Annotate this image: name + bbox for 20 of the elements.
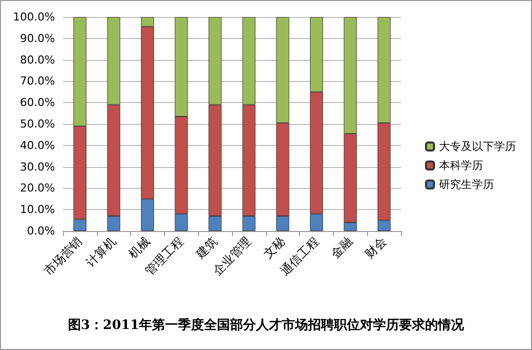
y-tick-label: 40.0% bbox=[20, 138, 55, 152]
x-tick-label: 计算机 bbox=[83, 234, 119, 270]
y-tick-label: 10.0% bbox=[20, 203, 55, 216]
x-tick-label: 建筑 bbox=[192, 234, 220, 262]
x-tick-label: 金融 bbox=[328, 234, 356, 261]
y-tick-label: 100.0% bbox=[13, 10, 55, 24]
y-tick-label: 50.0% bbox=[20, 118, 55, 130]
y-tick-label: 30.0% bbox=[20, 160, 55, 174]
y-tick-label: 90.0% bbox=[20, 32, 55, 45]
legend-label: 研究生学历 bbox=[439, 178, 494, 191]
y-tick-label: 60.0% bbox=[20, 96, 55, 110]
text: 图3：2011年第一季度全国部分人才市场招聘职位对学历要求的情况 bbox=[68, 317, 466, 333]
y-tick-label: 20.0% bbox=[20, 182, 55, 195]
legend-label: 大专及以下学历 bbox=[439, 140, 516, 153]
x-tick-label: 文秘 bbox=[260, 234, 288, 261]
y-tick-label: 70.0% bbox=[20, 74, 55, 88]
x-tick-label: 财会 bbox=[362, 234, 390, 261]
x-tick-label: 机械 bbox=[126, 234, 152, 261]
legend-label: 本科学历 bbox=[439, 159, 483, 172]
y-tick-label: 80.0% bbox=[20, 53, 55, 66]
